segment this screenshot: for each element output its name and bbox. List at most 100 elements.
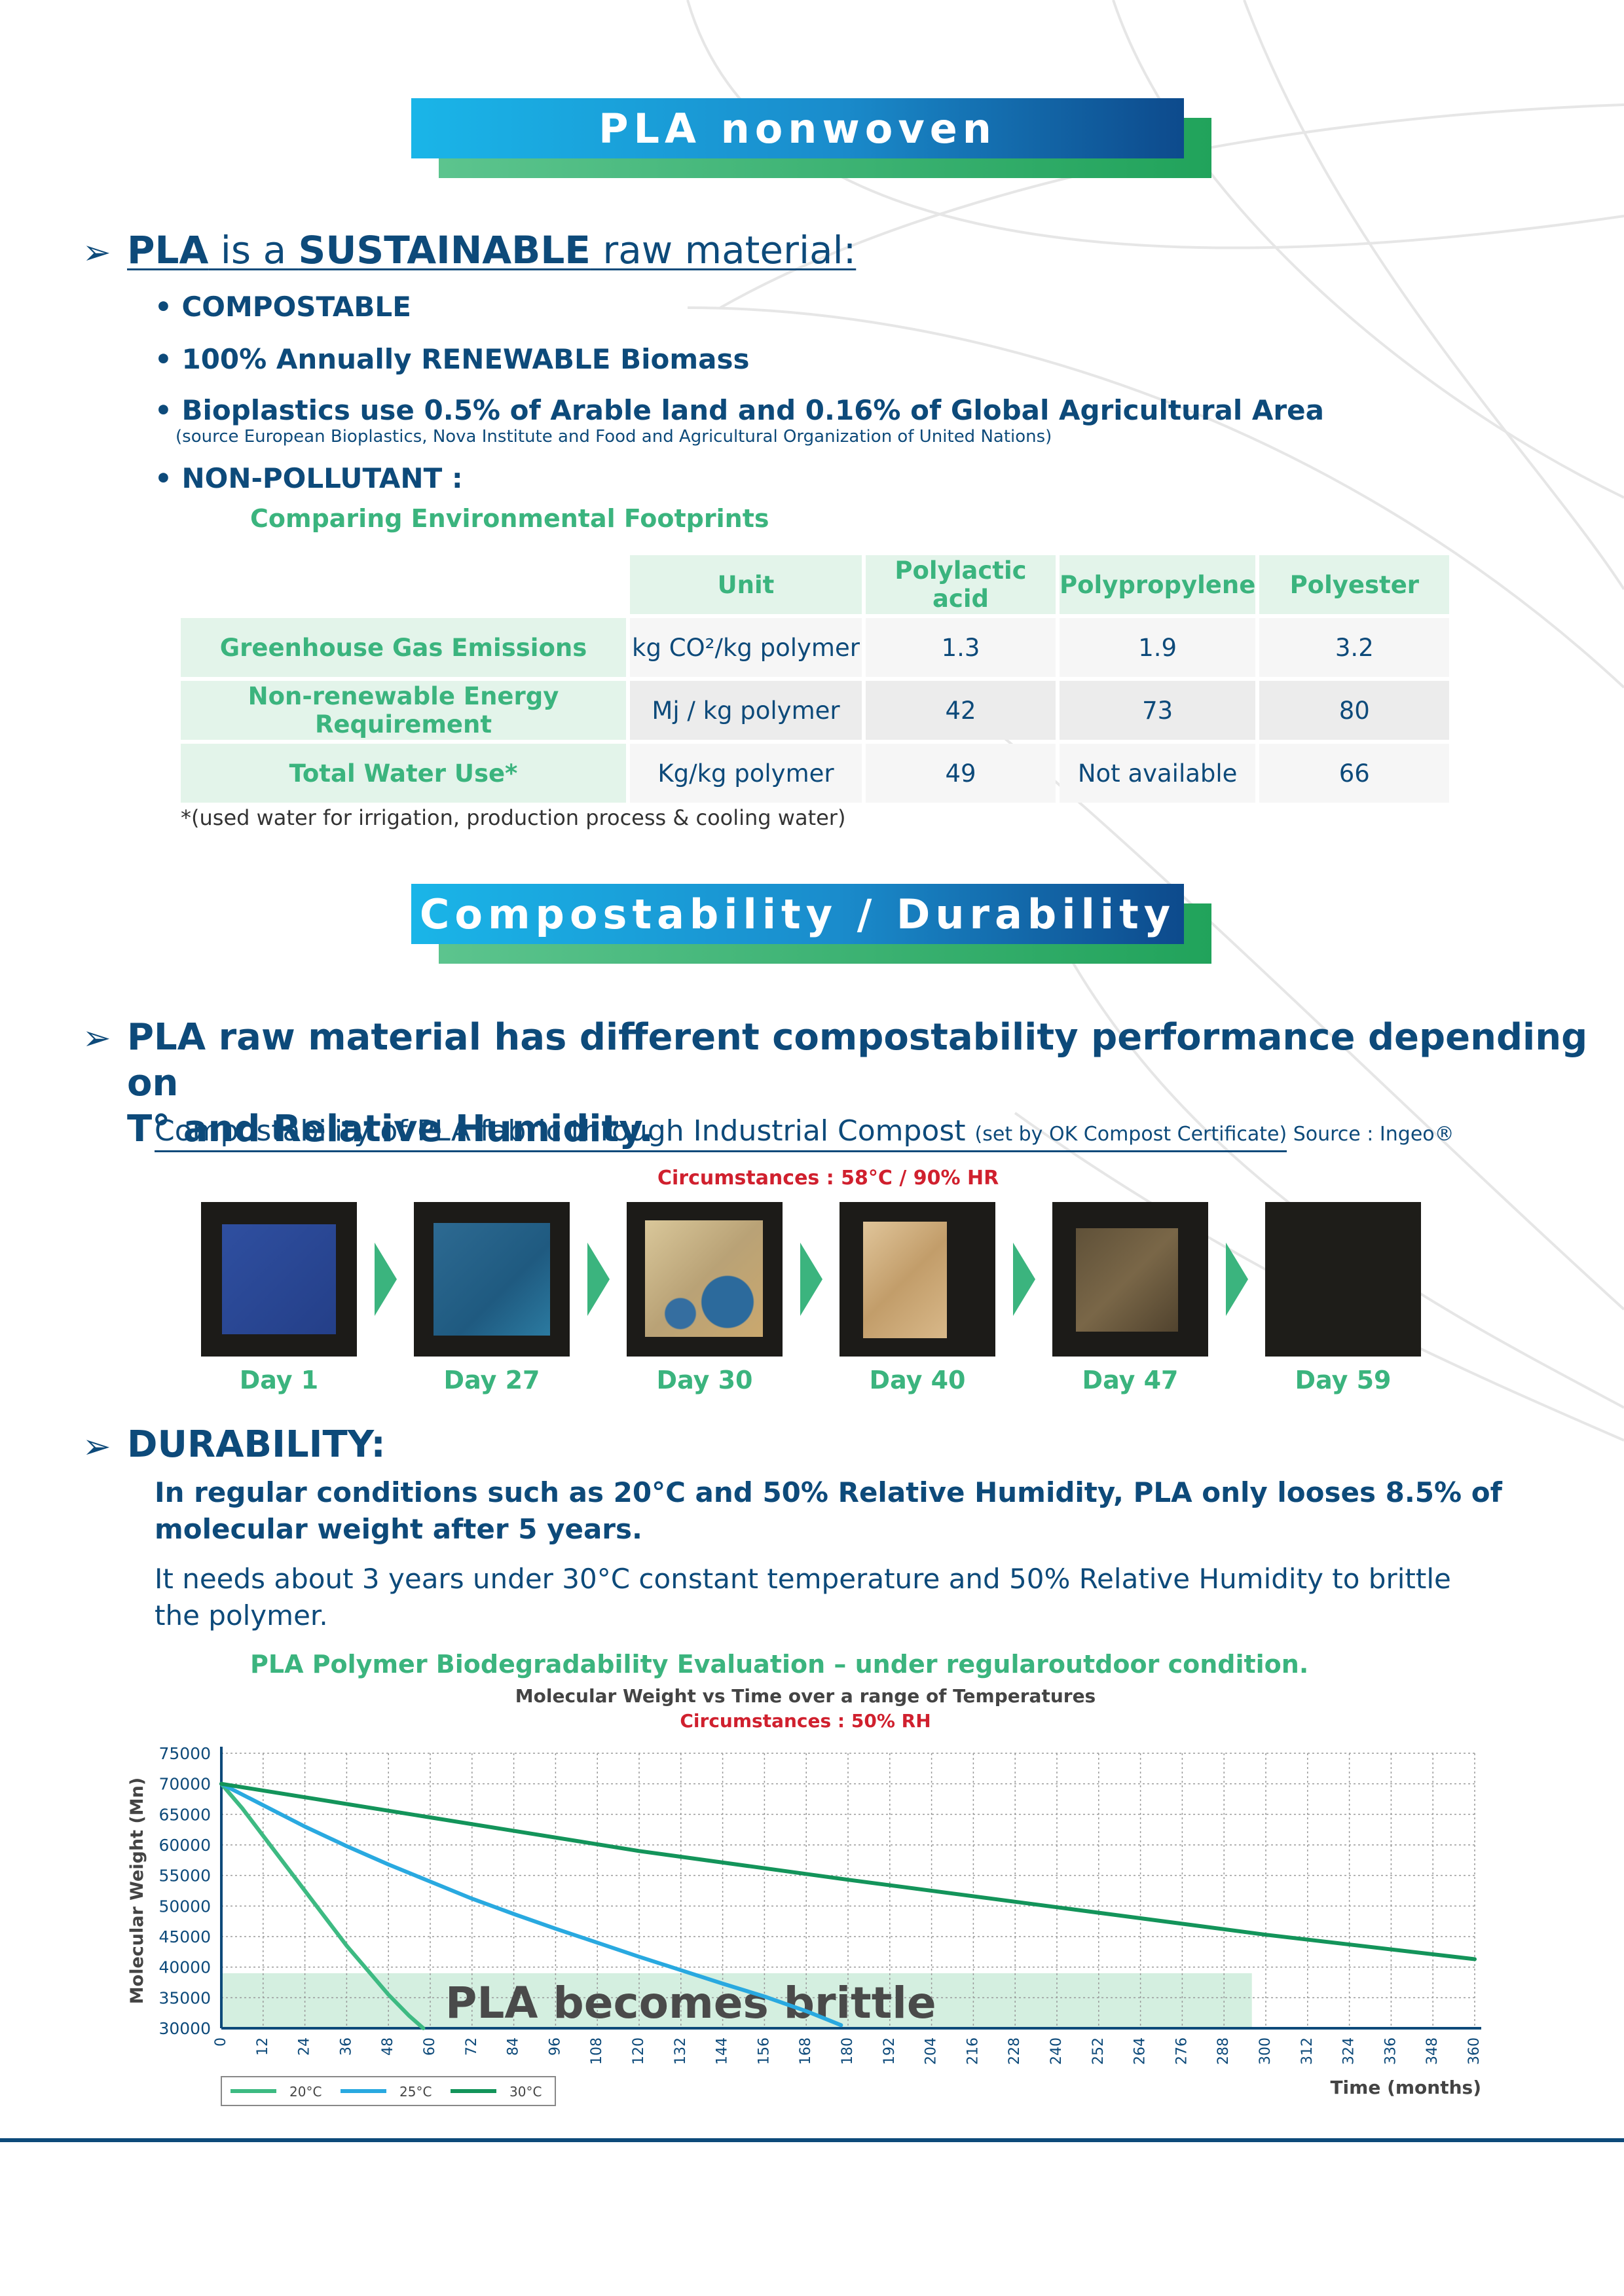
chart-heading: PLA Polymer Biodegradability Evaluation … bbox=[250, 1650, 1309, 1679]
bullet-non-pollutant: • NON-POLLUTANT : bbox=[155, 462, 463, 494]
y-tick-label: 35000 bbox=[158, 1988, 211, 2007]
x-tick-label: 180 bbox=[840, 2037, 856, 2065]
durability-paragraph-2: It needs about 3 years under 30°C consta… bbox=[155, 1561, 1451, 1634]
series-line bbox=[219, 1781, 1477, 1961]
x-tick-label: 84 bbox=[506, 2037, 522, 2056]
compostability-heading: PLA raw material has different compostab… bbox=[127, 1015, 1624, 1152]
day-label: Day 47 bbox=[1082, 1366, 1179, 1394]
legend-label: 20°C bbox=[289, 2084, 322, 2100]
cell-pes: 66 bbox=[1259, 744, 1450, 803]
x-tick-label: 60 bbox=[422, 2037, 438, 2056]
compost-certificate: (set by OK Compost Certificate) bbox=[974, 1123, 1287, 1146]
y-tick-label: 65000 bbox=[158, 1805, 211, 1824]
x-tick-label: 120 bbox=[631, 2037, 647, 2065]
x-tick-label: 108 bbox=[589, 2037, 605, 2065]
chart-subtitle: Circumstances : 50% RH bbox=[680, 1710, 931, 1732]
footprint-table: Unit Polylactic acid Polypropylene Polye… bbox=[177, 551, 1453, 807]
fabric-sample bbox=[434, 1223, 550, 1336]
x-tick-label: 336 bbox=[1382, 2037, 1399, 2065]
legend-label: 30°C bbox=[509, 2084, 542, 2100]
x-tick-label: 24 bbox=[297, 2037, 313, 2056]
y-tick-label: 40000 bbox=[158, 1958, 211, 1977]
day-label: Day 40 bbox=[869, 1366, 966, 1394]
cell-pla: 1.3 bbox=[866, 618, 1056, 677]
x-tick-label: 312 bbox=[1299, 2037, 1316, 2065]
header-unit: Unit bbox=[630, 555, 862, 614]
sustainable-heading: PLA is a SUSTAINABLE raw material: bbox=[127, 228, 856, 272]
durability-paragraph-1: In regular conditions such as 20°C and 5… bbox=[155, 1474, 1502, 1548]
x-tick-label: 12 bbox=[255, 2037, 271, 2056]
para-line: It needs about 3 years under 30°C consta… bbox=[155, 1563, 1451, 1595]
chevron-right-icon bbox=[800, 1243, 822, 1316]
header-polyester: Polyester bbox=[1259, 555, 1450, 614]
x-tick-label: 0 bbox=[213, 2037, 229, 2047]
durability-heading: DURABILITY: bbox=[127, 1423, 386, 1466]
compost-caption: Compostability of PLA fabric through Ind… bbox=[155, 1114, 1454, 1152]
cell-unit: Kg/kg polymer bbox=[630, 744, 862, 803]
table-corner bbox=[181, 555, 626, 614]
row-label: Total Water Use* bbox=[181, 744, 626, 803]
brittle-zone-label: PLA becomes brittle bbox=[445, 1978, 936, 2028]
x-tick-label: 192 bbox=[881, 2037, 898, 2065]
x-tick-label: 228 bbox=[1006, 2037, 1023, 2065]
series-line bbox=[219, 1781, 426, 2030]
y-tick-label: 55000 bbox=[158, 1867, 211, 1886]
photo-day-40 bbox=[840, 1202, 995, 1357]
photo-day-27 bbox=[414, 1202, 570, 1357]
x-tick-label: 216 bbox=[965, 2037, 981, 2065]
pla-word: PLA bbox=[127, 228, 209, 272]
banner-title: PLA nonwoven bbox=[411, 98, 1184, 158]
fabric-sample bbox=[863, 1222, 947, 1338]
para-line: In regular conditions such as 20°C and 5… bbox=[155, 1476, 1502, 1508]
heading-line-2: T° and Relative Humidity. bbox=[127, 1108, 654, 1150]
table-row: Greenhouse Gas Emissions kg CO²/kg polym… bbox=[181, 618, 1450, 677]
x-tick-label: 276 bbox=[1173, 2037, 1190, 2065]
cell-pp: 73 bbox=[1060, 681, 1256, 740]
cell-pp: Not available bbox=[1060, 744, 1256, 803]
arrow-bullet-icon: ➢ bbox=[83, 1019, 111, 1058]
table-row: Non-renewable Energy Requirement Mj / kg… bbox=[181, 681, 1450, 740]
x-tick-label: 144 bbox=[714, 2037, 731, 2065]
footer-divider bbox=[0, 2138, 1624, 2142]
fabric-sample bbox=[222, 1224, 336, 1334]
x-tick-label: 96 bbox=[547, 2037, 563, 2056]
sustainable-word: SUSTAINABLE bbox=[298, 228, 591, 272]
heading-line-1: PLA raw material has different compostab… bbox=[127, 1016, 1588, 1104]
circumstances-label: Circumstances : 58°C / 90% HR bbox=[657, 1167, 999, 1190]
x-tick-label: 348 bbox=[1424, 2037, 1441, 2065]
y-axis-label: Molecular Weight (Mn) bbox=[127, 1777, 147, 2004]
table-title: Comparing Environmental Footprints bbox=[250, 504, 769, 533]
series-line bbox=[219, 1781, 843, 2028]
day-label: Day 30 bbox=[656, 1366, 753, 1394]
chevron-right-icon bbox=[1013, 1243, 1035, 1316]
x-tick-label: 36 bbox=[338, 2037, 354, 2056]
x-tick-label: 324 bbox=[1341, 2037, 1357, 2065]
fabric-sample bbox=[645, 1220, 763, 1337]
y-tick-label: 50000 bbox=[158, 1897, 211, 1916]
chevron-right-icon bbox=[375, 1243, 397, 1316]
row-label: Non-renewable Energy Requirement bbox=[181, 681, 626, 740]
source-note: (source European Bioplastics, Nova Insti… bbox=[175, 427, 1052, 446]
y-tick-label: 30000 bbox=[158, 2019, 211, 2038]
photo-day-30 bbox=[627, 1202, 783, 1357]
compost-title-text: Compostability of PLA fabric through Ind… bbox=[155, 1114, 975, 1148]
photo-day-1 bbox=[201, 1202, 357, 1357]
chevron-right-icon bbox=[587, 1243, 610, 1316]
y-tick-label: 45000 bbox=[158, 1927, 211, 1946]
x-tick-label: 48 bbox=[380, 2037, 396, 2056]
chart-title: Molecular Weight vs Time over a range of… bbox=[515, 1685, 1096, 1707]
y-tick-label: 75000 bbox=[158, 1744, 211, 1763]
table-header-row: Unit Polylactic acid Polypropylene Polye… bbox=[181, 555, 1450, 614]
molecular-weight-chart: Molecular Weight vs Time over a range of… bbox=[127, 1685, 1483, 2106]
bullet-renewable: • 100% Annually RENEWABLE Biomass bbox=[155, 343, 750, 375]
source-ingeo: Source : Ingeo® bbox=[1287, 1123, 1454, 1146]
photo-day-59 bbox=[1265, 1202, 1421, 1357]
arrow-bullet-icon: ➢ bbox=[83, 1427, 111, 1467]
chevron-right-icon bbox=[1226, 1243, 1248, 1316]
header-polylactic-acid: Polylactic acid bbox=[866, 555, 1056, 614]
bullet-compostable: • COMPOSTABLE bbox=[155, 291, 411, 323]
table-footnote: *(used water for irrigation, production … bbox=[181, 805, 846, 830]
cell-pla: 42 bbox=[866, 681, 1056, 740]
arrow-bullet-icon: ➢ bbox=[83, 233, 111, 272]
day-label: Day 27 bbox=[443, 1366, 540, 1394]
